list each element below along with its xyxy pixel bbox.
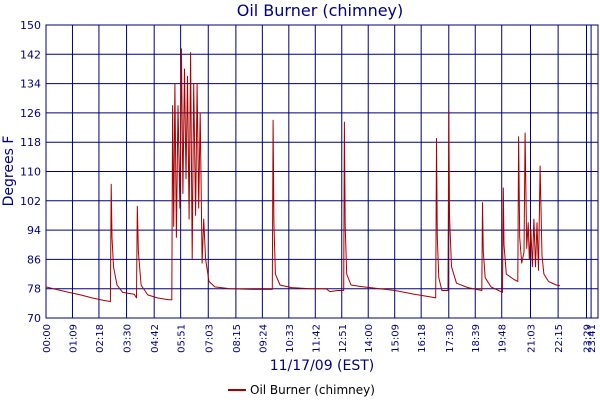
x-tick-label: 00:00	[42, 324, 53, 353]
y-tick-label: 78	[27, 283, 41, 296]
x-tick-label: 01:09	[68, 324, 79, 353]
grid-lines	[46, 25, 598, 318]
x-tick-label: 15:09	[391, 324, 402, 353]
y-tick-label: 102	[20, 195, 41, 208]
y-tick-label: 142	[20, 48, 41, 61]
x-tick-label: 14:00	[364, 324, 375, 353]
x-tick-label: 23:29	[582, 324, 593, 353]
chart-title: Oil Burner (chimney)	[237, 1, 404, 20]
y-tick-label: 94	[27, 224, 41, 237]
x-tick-label: 22:15	[554, 324, 565, 353]
x-tick-label: 12:51	[338, 324, 349, 353]
y-tick-labels: 70 78 86 94 102 110 118 126 134 142 150	[20, 19, 41, 325]
y-tick-label: 70	[27, 312, 41, 325]
y-tick-label: 86	[27, 253, 41, 266]
series-line	[45, 48, 561, 302]
y-tick-label: 134	[20, 78, 41, 91]
x-tick-label: 09:24	[258, 324, 269, 353]
x-tick-label: 07:03	[204, 324, 215, 353]
y-tick-label: 126	[20, 107, 41, 120]
x-axis-label: 11/17/09 (EST)	[270, 358, 375, 374]
y-tick-label: 118	[20, 136, 41, 149]
x-tick-label: 04:42	[150, 324, 161, 353]
x-tick-label: 03:30	[123, 324, 134, 353]
legend: Oil Burner (chimney)	[228, 383, 375, 397]
y-axis-label: Degrees F	[1, 136, 17, 207]
x-tick-label: 10:33	[285, 324, 296, 353]
y-tick-label: 110	[20, 166, 41, 179]
x-tick-label: 19:48	[498, 324, 509, 353]
series-layer	[45, 48, 561, 302]
x-tick-label: 16:18	[417, 324, 428, 353]
x-tick-label: 08:15	[232, 324, 243, 353]
x-tick-label: 17:30	[445, 324, 456, 353]
legend-label: Oil Burner (chimney)	[250, 383, 375, 397]
x-tick-label: 21:03	[526, 324, 537, 353]
x-tick-label: 02:18	[95, 324, 106, 353]
x-tick-labels: 00:00 01:09 02:18 03:30 04:42 05:51 07:03 08:15…	[42, 324, 598, 353]
y-tick-label: 150	[20, 19, 41, 32]
x-tick-label: 18:39	[471, 324, 482, 353]
x-tick-label: 11:42	[311, 324, 322, 353]
x-tick-label: 23:41	[587, 324, 598, 353]
x-tick-label: 05:51	[177, 324, 188, 353]
